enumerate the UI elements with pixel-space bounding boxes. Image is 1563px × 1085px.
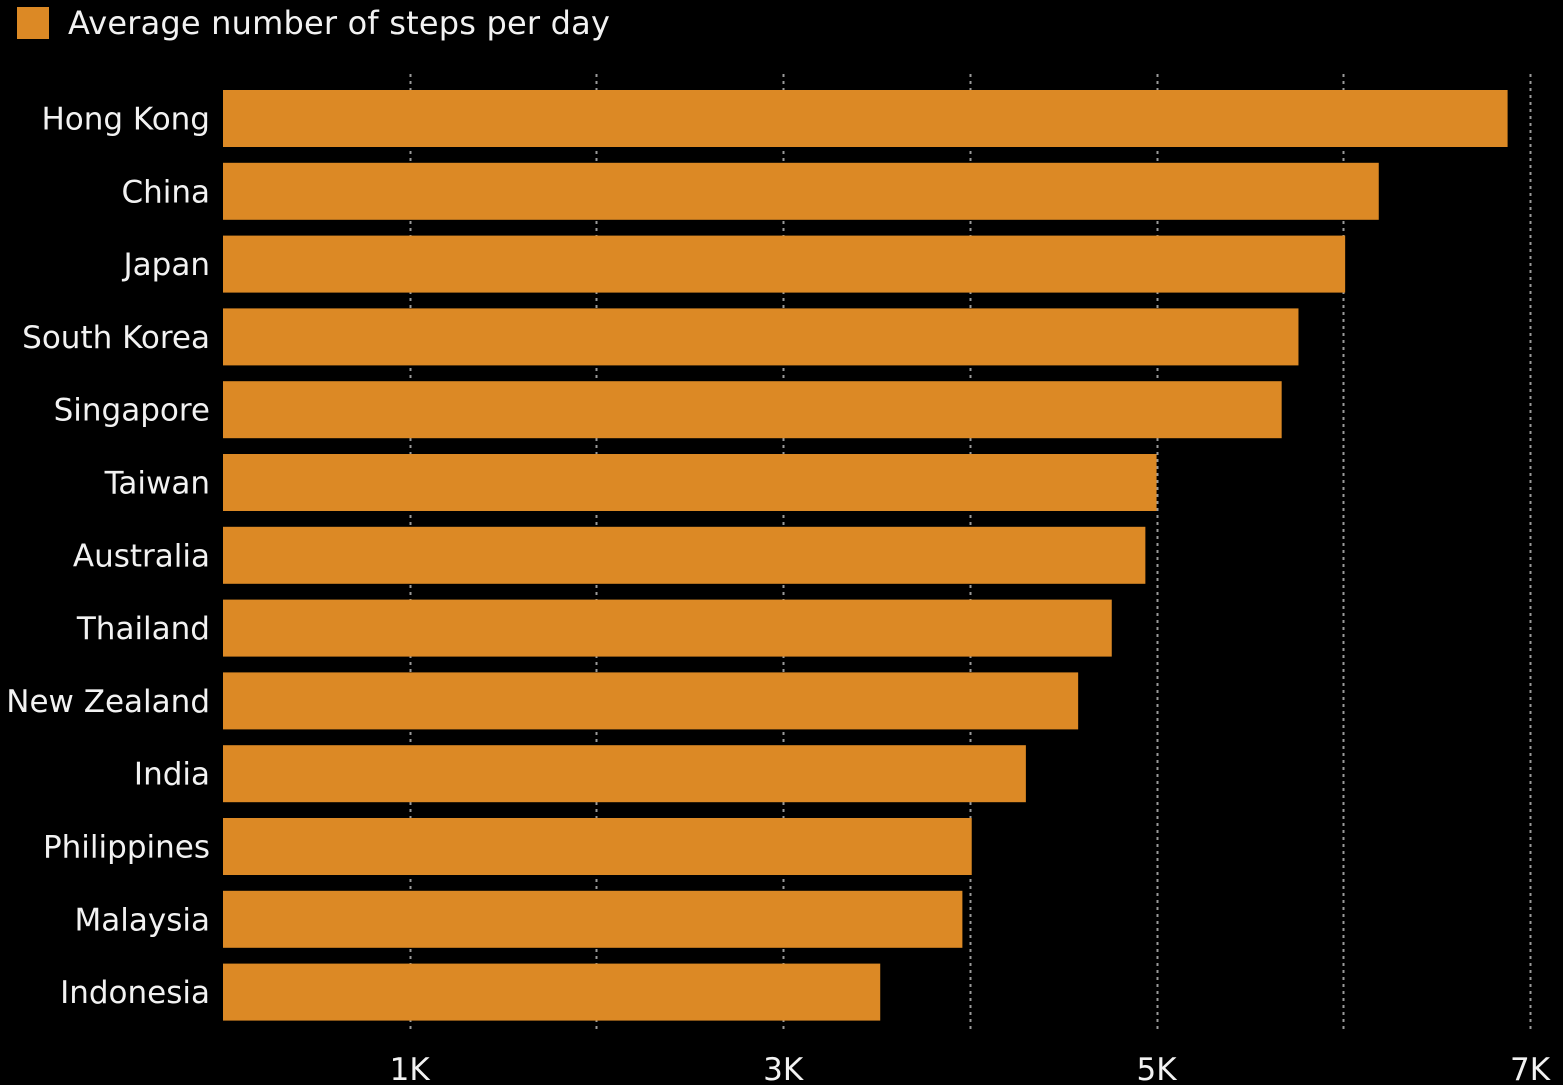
category-label: India [134,757,210,793]
category-label: Singapore [54,393,210,429]
category-label: Thailand [76,611,210,647]
category-label: Taiwan [104,466,210,502]
x-tick-label: 7K [1510,1052,1551,1085]
x-tick-label: 1K [390,1052,431,1085]
category-label: Malaysia [75,902,210,938]
bar [223,308,1299,366]
bar [223,672,1079,730]
category-label: South Korea [22,320,210,356]
bars [223,90,1508,1021]
bar [223,526,1146,584]
bar [223,162,1379,220]
bar [223,235,1346,293]
x-tick-label: 3K [763,1052,804,1085]
bar [223,963,881,1021]
legend-swatch [17,7,49,39]
category-label: Hong Kong [41,102,210,138]
category-label: China [121,174,210,210]
bar [223,454,1157,511]
bar [223,599,1112,657]
x-axis-ticks: 1K 3K 5K 7K [390,1052,1551,1085]
category-label: Philippines [43,830,210,866]
category-label: New Zealand [6,684,210,720]
bar [223,381,1282,439]
bar [223,890,963,948]
bar [223,818,972,875]
legend: Average number of steps per day [17,4,610,42]
category-label: Indonesia [60,975,210,1011]
category-labels: Hong Kong China Japan South Korea Singapore T… [6,102,210,1012]
category-label: Australia [73,538,210,574]
x-tick-label: 5K [1137,1052,1178,1085]
category-label: Japan [122,247,210,283]
bar [223,745,1026,803]
legend-label: Average number of steps per day [68,4,611,42]
bar [223,90,1508,147]
